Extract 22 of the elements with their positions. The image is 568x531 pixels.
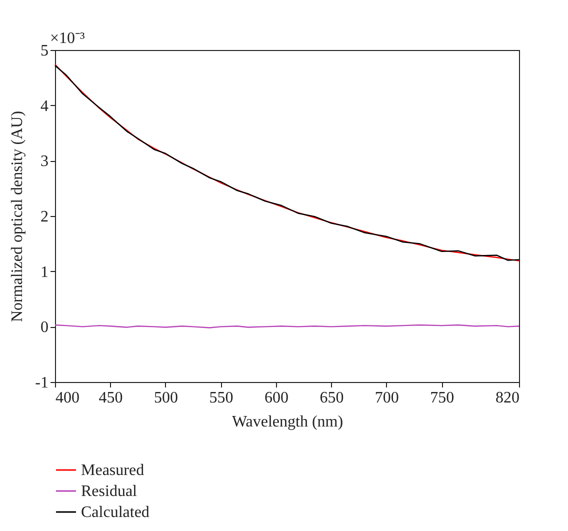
x-tick-label: 400 [56,390,80,406]
x-axis-title: Wavelength (nm) [232,414,344,430]
x-tick-label: 750 [430,390,454,406]
x-tick-label: 700 [374,390,399,406]
y-tick-label: 0 [40,319,48,336]
x-tick-label: 500 [154,390,178,406]
y-tick-label: -1 [35,374,48,392]
x-tick-label: 650 [320,390,344,406]
legend-label: Measured [81,462,144,479]
x-tick-label: 820 [496,390,520,406]
text: ×10⁻³ [50,30,86,47]
x-tick-label: 450 [98,390,123,406]
y-tick-label: 1 [40,264,48,281]
x-tick-label: 600 [264,390,288,406]
legend-label: Residual [81,483,138,500]
x-tick-label: 550 [209,390,234,406]
y-tick-label: 2 [40,208,48,226]
y-tick-label: 4 [40,98,48,115]
legend-label: Calculated [81,504,150,521]
y-axis-title: Normalized optical density (AU) [9,110,26,322]
y-tick-label: 3 [40,153,48,170]
y-tick-label: 5 [40,42,48,60]
